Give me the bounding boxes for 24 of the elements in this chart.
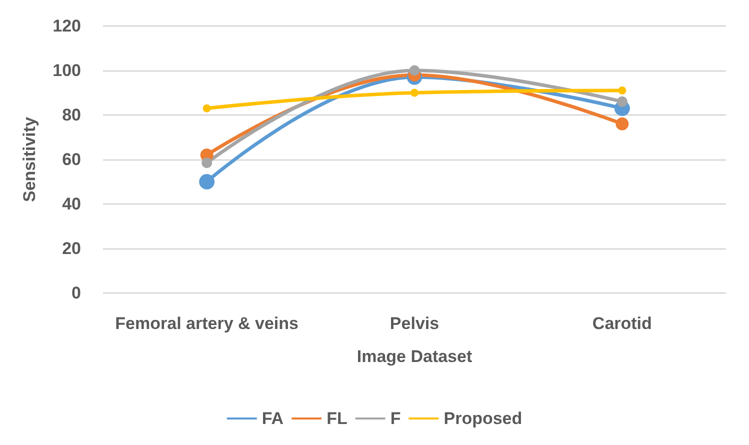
point xyxy=(199,174,215,190)
y-tick-label: 60 xyxy=(62,150,81,169)
y-axis-title: Sensitivity xyxy=(20,116,39,202)
point xyxy=(616,96,628,107)
legend-label: F xyxy=(390,409,401,428)
y-tick-label: 40 xyxy=(62,194,81,214)
y-tick-label: 20 xyxy=(62,239,81,258)
legend-label: Proposed xyxy=(444,409,522,428)
y-tick-label: 80 xyxy=(62,106,81,124)
legend-label: FA xyxy=(262,409,284,428)
x-axis-title: Image Dataset xyxy=(356,347,472,366)
point xyxy=(616,117,629,130)
point xyxy=(409,65,420,76)
x-tick-label: Femoral artery & veins xyxy=(115,314,298,333)
point xyxy=(202,104,211,112)
y-tick-label: 0 xyxy=(72,284,81,302)
x-tick-label: Pelvis xyxy=(390,314,440,333)
point xyxy=(202,158,212,168)
y-tick-label: 120 xyxy=(52,16,81,36)
point xyxy=(410,88,418,97)
x-tick-label: Carotid xyxy=(592,314,652,333)
point xyxy=(618,86,626,95)
y-tick-label: 100 xyxy=(52,61,81,80)
legend-label: FL xyxy=(326,409,348,428)
